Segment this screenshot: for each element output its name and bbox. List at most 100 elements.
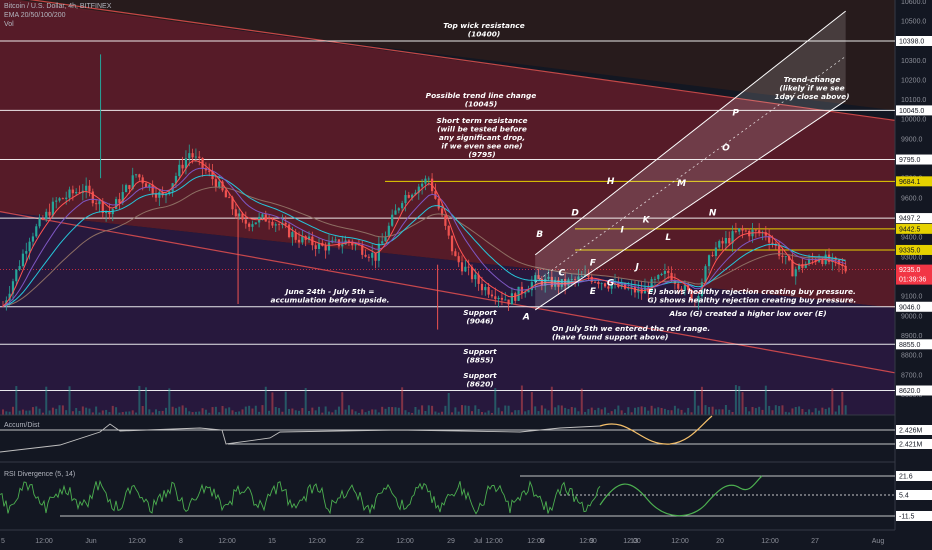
rsi-tag-bg-0 [896,471,932,481]
annotation-short-term-3: if we even see one) [441,142,522,151]
price-tick-10600: 10600.0 [901,0,926,6]
volume-bar [214,406,217,415]
candle-body [228,197,231,199]
accum-tag-1: 2.421M [899,442,923,449]
volume-bar [351,409,354,415]
candle-body [224,190,227,198]
volume-bar [738,386,741,415]
candle-body [527,290,530,293]
candle-body [680,288,683,291]
candle-body [597,281,600,285]
volume-bar [111,405,114,415]
volume-bar [507,405,510,415]
volume-bar [75,407,78,415]
volume-bar [540,405,543,415]
candle-body [421,183,424,187]
candle-body [15,269,18,282]
volume-bar [268,410,271,415]
candle-body [144,183,148,188]
annotation-top-wick-0: Top wick resistance [443,21,524,30]
candle-body [821,259,824,265]
volume-bar [778,406,781,415]
candle-body [534,275,537,283]
volume-bar [174,408,177,415]
volume-bar [584,411,587,415]
annotation-short-term-2: any significant drop, [439,133,525,142]
point-label-B: B [536,230,543,240]
level-tag-bg-8620.0 [896,385,932,396]
volume-bar [424,410,427,415]
price-tick-8800: 8800.0 [901,353,923,360]
candle-body [797,264,801,270]
volume-bar [344,409,347,415]
level-tag-9442.5: 9442.5 [899,226,921,233]
candle-body [287,224,291,238]
candle-body [41,218,45,219]
volume-bar [650,405,653,415]
candle-body [417,186,420,193]
candle-body [51,201,54,216]
volume-bar [304,388,307,415]
candle-body [724,238,728,244]
volume-bar [171,406,174,415]
time-tick-7: 12:00 [308,538,326,545]
volume-bar [697,405,700,415]
candle-body [85,185,88,191]
ascending-channel-fill [535,11,846,310]
volume-bar [708,406,711,415]
candle-body [347,240,351,242]
volume-bar [663,408,666,415]
volume-bar [667,410,670,415]
rsi-pane-title: RSI Divergence (5, 14) [4,471,76,478]
volume-bar [155,409,158,415]
candle-body [460,262,464,272]
volume-bar [248,405,251,415]
level-tag-bg-8855.0 [896,339,932,350]
annotation-july5-0: On July 5th we entered the red range. [552,324,710,333]
candle-body [48,211,51,216]
accum-tag-bg-0 [896,425,932,435]
volume-bar [427,405,430,415]
volume-bar [361,409,364,415]
volume-bar [653,408,656,415]
time-tick-14: 6 [540,538,544,545]
candle-body [804,263,807,268]
volume-bar [58,405,61,415]
volume-bar [244,406,247,415]
candle-body [714,247,718,257]
candle-body [744,230,747,232]
volume-bar [135,412,138,415]
volume-bar [510,412,513,415]
candle-body [801,264,804,268]
volume-bar [434,411,437,415]
volume-bar [687,407,690,415]
candle-body [480,283,484,291]
volume-bar [231,410,234,415]
rsi-tag-bg-2 [896,511,932,521]
volume-bar [138,385,141,415]
candle-body [307,236,311,240]
volume-bar [731,412,734,415]
level-tag-9046.0: 9046.0 [899,304,921,311]
candle-body [241,213,244,220]
candle-body [208,170,211,172]
candle-body [550,276,553,287]
volume-bar [158,411,161,415]
level-tag-bg-9795.0 [896,154,932,165]
candle-body [653,279,657,280]
volume-bar [284,391,287,415]
candle-body [141,177,144,184]
volume-bar [61,405,64,415]
candle-body [590,276,593,282]
volume-bar [670,410,673,415]
candle-body [583,274,587,277]
volume-bar [384,408,387,415]
current-price-tag: 9235.0 [899,267,921,274]
candle-body [154,193,158,198]
time-tick-20: 20 [716,538,724,545]
point-label-I: I [620,225,624,235]
volume-bar [590,407,593,415]
price-tick-10300: 10300.0 [901,58,926,65]
